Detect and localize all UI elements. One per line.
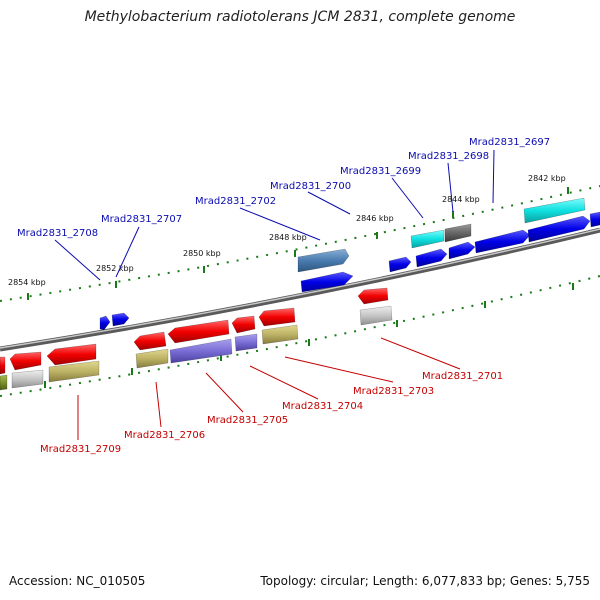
- gene-arrow: [415, 248, 448, 268]
- gene-label-mrad2831-2702: Mrad2831_2702: [195, 196, 276, 207]
- tick-label-2850: 2850 kbp: [183, 249, 221, 258]
- gene-label-mrad2831-2707: Mrad2831_2707: [101, 214, 182, 225]
- label-leader-lines-reverse: [77, 337, 461, 440]
- forward-gene-labels: Mrad2831_2697 Mrad2831_2698 Mrad2831_269…: [17, 137, 550, 239]
- gene-arrow: [9, 351, 42, 371]
- gene-arrow: [0, 356, 6, 375]
- tick-label-2848: 2848 kbp: [269, 233, 307, 242]
- gene-arrow: [261, 324, 299, 345]
- reverse-gene-labels: Mrad2831_2701 Mrad2831_2703 Mrad2831_270…: [40, 371, 503, 455]
- gene-label-mrad2831-2700: Mrad2831_2700: [270, 181, 351, 192]
- forward-strand-genes: [99, 197, 600, 331]
- reverse-strand-genes: [0, 287, 393, 391]
- tick-label-2852: 2852 kbp: [96, 264, 134, 273]
- label-leader-lines-forward: [54, 149, 495, 281]
- gene-arrow: [527, 215, 591, 243]
- chromosome-arc: [0, 227, 600, 352]
- gene-arrow: [357, 287, 389, 305]
- gene-arrow: [444, 223, 472, 243]
- gene-arrow: [169, 338, 233, 364]
- gene-label-mrad2831-2704: Mrad2831_2704: [282, 401, 363, 412]
- gene-arrow: [474, 229, 531, 254]
- gene-arrow: [231, 315, 256, 334]
- gene-arrow: [258, 307, 296, 327]
- gene-arrow: [448, 241, 476, 260]
- gene-arrow: [111, 312, 130, 327]
- tick-label-2846: 2846 kbp: [356, 214, 394, 223]
- gene-arrow: [359, 305, 393, 326]
- gene-label-mrad2831-2699: Mrad2831_2699: [340, 166, 421, 177]
- gene-arrow: [297, 248, 350, 273]
- gene-label-mrad2831-2706: Mrad2831_2706: [124, 430, 205, 441]
- scale-tick-labels: 2842 kbp 2844 kbp 2846 kbp 2848 kbp 2850…: [8, 174, 566, 287]
- gene-label-mrad2831-2698: Mrad2831_2698: [408, 151, 489, 162]
- gene-arrow: [99, 315, 111, 331]
- tick-label-2842: 2842 kbp: [528, 174, 566, 183]
- gene-arrow: [135, 348, 169, 369]
- gene-label-mrad2831-2705: Mrad2831_2705: [207, 415, 288, 426]
- tick-label-2854: 2854 kbp: [8, 278, 46, 287]
- gene-label-mrad2831-2708: Mrad2831_2708: [17, 228, 98, 239]
- gene-arrow: [0, 374, 8, 391]
- gene-arrow: [300, 271, 354, 293]
- gene-arrow: [410, 229, 445, 249]
- gene-arrow: [523, 197, 586, 224]
- accession-text: Accession: NC_010505: [9, 574, 146, 588]
- gene-label-mrad2831-2709: Mrad2831_2709: [40, 444, 121, 455]
- gene-arrow: [46, 343, 97, 366]
- gene-label-mrad2831-2697: Mrad2831_2697: [469, 137, 550, 148]
- tick-label-2844: 2844 kbp: [442, 195, 480, 204]
- gene-arrow: [589, 211, 600, 228]
- gene-label-mrad2831-2701: Mrad2831_2701: [422, 371, 503, 382]
- gene-arrow: [133, 331, 167, 351]
- genome-summary-text: Topology: circular; Length: 6,077,833 bp…: [260, 574, 590, 588]
- gene-arrow: [167, 319, 230, 344]
- gene-arrow: [48, 360, 100, 383]
- major-ticks-upper: [27, 187, 569, 300]
- genome-title: Methylobacterium radiotolerans JCM 2831,…: [84, 9, 516, 25]
- gene-label-mrad2831-2703: Mrad2831_2703: [353, 386, 434, 397]
- gene-arrow: [388, 256, 412, 273]
- gene-arrow: [11, 369, 44, 389]
- gene-arrow: [234, 333, 258, 352]
